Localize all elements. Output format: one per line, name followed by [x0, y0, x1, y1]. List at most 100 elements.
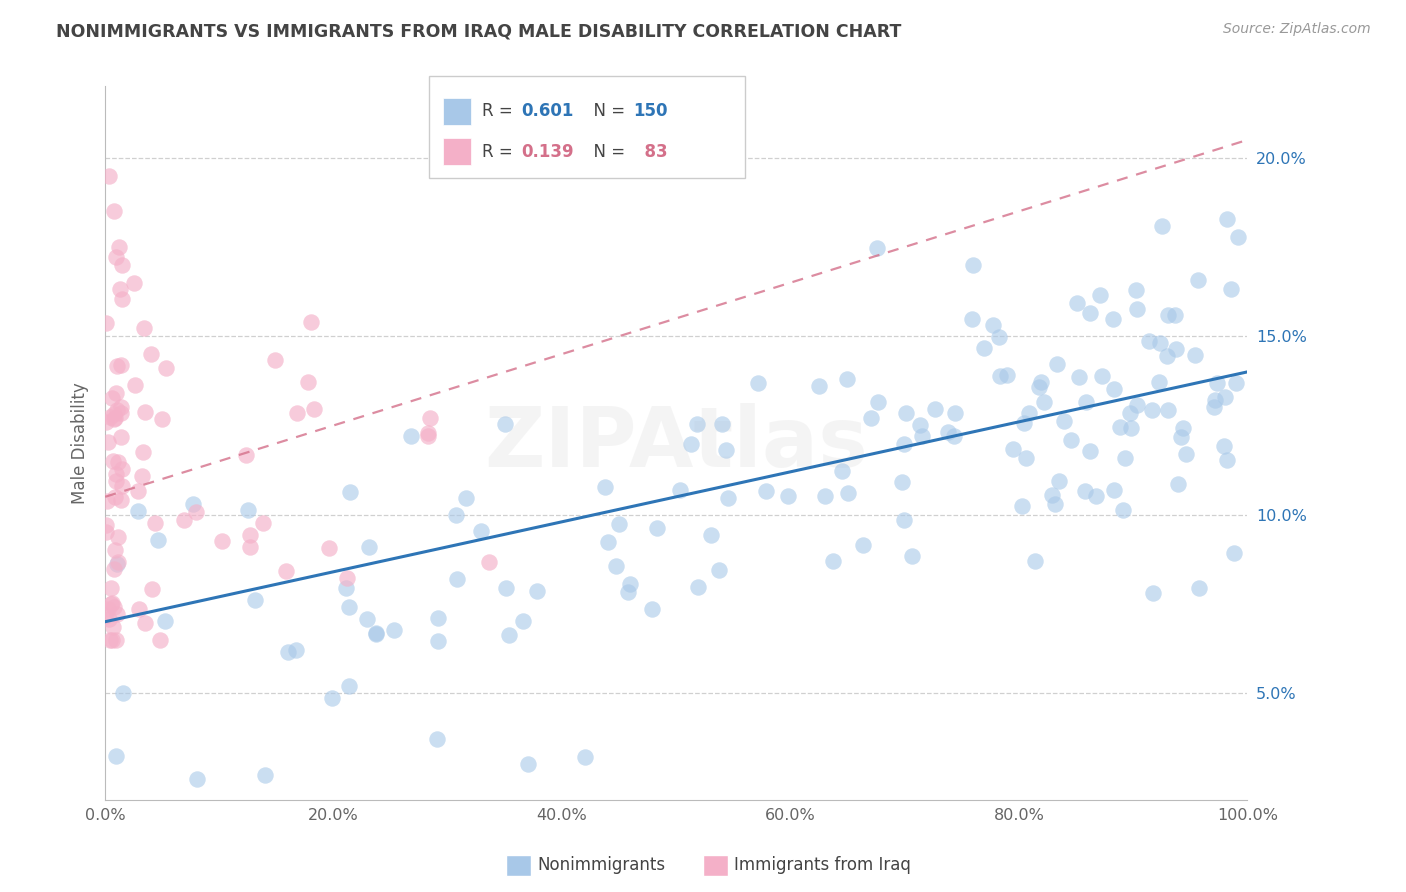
Point [127, 504, 149, 518]
Point [598, 535, 620, 549]
Point [1001, 442, 1024, 457]
Point [1140, 403, 1163, 417]
Point [711, 417, 734, 431]
Point [100, 581, 122, 595]
Point [127, 483, 149, 498]
Text: NONIMMIGRANTS VS IMMIGRANTS FROM IRAQ MALE DISABILITY CORRELATION CHART: NONIMMIGRANTS VS IMMIGRANTS FROM IRAQ MA… [56, 22, 901, 40]
Point [100, 391, 122, 405]
Point [995, 368, 1018, 382]
Point [891, 475, 914, 489]
Point [173, 513, 195, 527]
Point [104, 490, 127, 504]
Point [153, 614, 176, 628]
Point [868, 395, 890, 409]
Point [936, 425, 959, 440]
Point [108, 240, 131, 254]
Text: N =: N = [583, 103, 631, 120]
Text: R =: R = [482, 103, 519, 120]
Point [988, 369, 1011, 384]
Point [110, 358, 132, 372]
Point [335, 581, 357, 595]
Point [1225, 376, 1247, 390]
Point [104, 542, 127, 557]
Text: ZIPAtlas: ZIPAtlas [485, 403, 869, 483]
Point [148, 533, 170, 548]
Point [339, 485, 361, 500]
Point [717, 491, 740, 505]
Point [245, 593, 267, 607]
Text: 150: 150 [633, 103, 668, 120]
Point [1184, 348, 1206, 362]
Point [1102, 312, 1125, 326]
Point [1109, 420, 1132, 434]
Point [893, 513, 915, 527]
Point [1215, 211, 1237, 226]
Point [1202, 400, 1225, 414]
Point [254, 768, 277, 782]
Point [426, 634, 449, 648]
Point [617, 585, 640, 599]
Point [1156, 350, 1178, 364]
Point [714, 443, 737, 458]
Point [103, 204, 125, 219]
Point [105, 467, 128, 481]
Point [141, 582, 163, 596]
Text: Source: ZipAtlas.com: Source: ZipAtlas.com [1223, 22, 1371, 37]
Point [103, 562, 125, 576]
Point [495, 581, 517, 595]
Point [1031, 375, 1053, 389]
Point [446, 572, 468, 586]
Point [962, 258, 984, 272]
Point [686, 417, 709, 432]
Text: 0.601: 0.601 [522, 103, 574, 120]
Point [747, 376, 769, 390]
Point [382, 624, 405, 638]
Point [1080, 306, 1102, 320]
Point [1227, 229, 1250, 244]
Point [831, 464, 853, 478]
Point [1167, 476, 1189, 491]
Point [132, 321, 155, 335]
Point [1166, 343, 1188, 357]
Point [910, 417, 932, 432]
Point [107, 555, 129, 569]
Point [105, 607, 128, 621]
Point [1206, 376, 1229, 390]
Text: R =: R = [482, 143, 519, 161]
Point [605, 559, 627, 574]
Point [987, 329, 1010, 343]
Point [645, 521, 668, 535]
Point [364, 626, 387, 640]
Point [1204, 392, 1226, 407]
Point [526, 583, 548, 598]
Point [1032, 394, 1054, 409]
Point [1142, 586, 1164, 600]
Point [101, 596, 124, 610]
Point [321, 691, 343, 706]
Point [284, 642, 307, 657]
Point [910, 428, 932, 442]
Point [1170, 430, 1192, 444]
Point [866, 241, 889, 255]
Point [264, 352, 287, 367]
Point [98, 410, 121, 425]
Point [960, 312, 983, 326]
Point [1216, 452, 1239, 467]
Point [304, 401, 326, 416]
Point [98, 632, 121, 647]
Point [285, 407, 308, 421]
Point [1040, 488, 1063, 502]
Point [96, 524, 118, 539]
Point [516, 757, 538, 772]
Point [96, 493, 118, 508]
Point [707, 563, 730, 577]
Point [111, 462, 134, 476]
Point [356, 612, 378, 626]
Point [426, 732, 449, 747]
Point [104, 749, 127, 764]
Point [1088, 287, 1111, 301]
Point [366, 626, 388, 640]
Point [107, 455, 129, 469]
Point [1069, 369, 1091, 384]
Point [1028, 380, 1050, 394]
